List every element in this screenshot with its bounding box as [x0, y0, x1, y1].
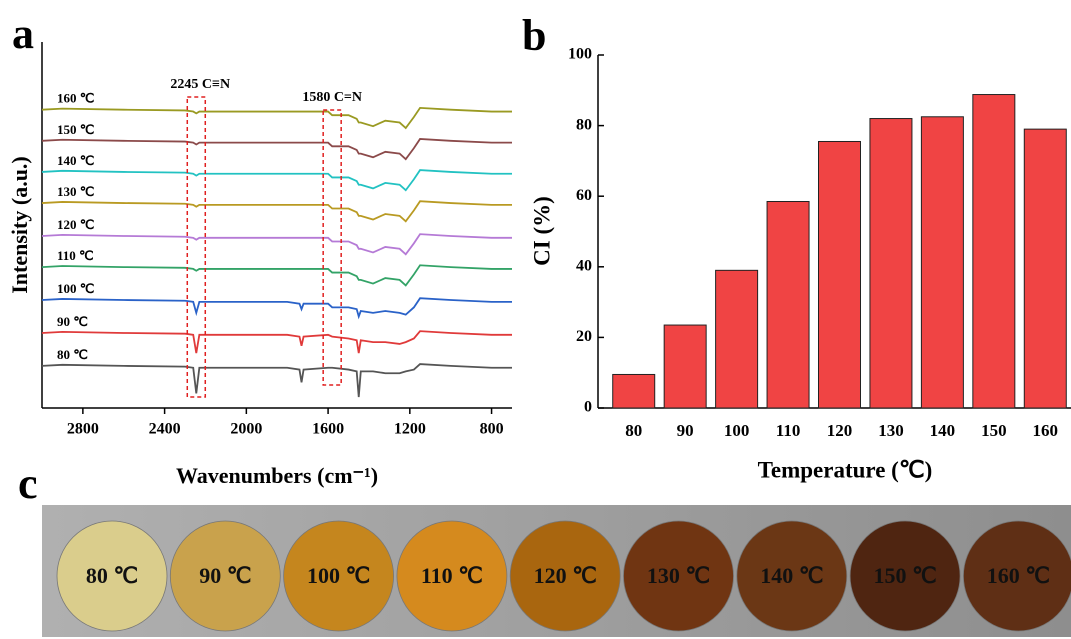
sample-label: 140 ℃	[760, 563, 823, 588]
bar	[766, 200, 810, 409]
series-label: 80 ℃	[57, 347, 88, 362]
sample-disc	[283, 520, 395, 632]
bar	[715, 269, 759, 409]
sample-label: 150 ℃	[873, 563, 936, 588]
spectrum-line	[41, 138, 512, 161]
spectrum-line	[41, 297, 512, 320]
spectrum-line	[41, 330, 512, 354]
annotation-label: 2245 C≡N	[170, 77, 230, 92]
sample-label: 90 ℃	[199, 563, 251, 588]
spectrum-line	[41, 363, 512, 398]
x-tick-label: 1200	[394, 421, 426, 438]
y-axis-label: Intensity (a.u.)	[7, 156, 32, 294]
sample-disc	[56, 520, 168, 632]
x-tick-label: 100	[724, 421, 750, 440]
sample-disc	[169, 520, 281, 632]
series-label: 130 ℃	[57, 184, 94, 199]
spectrum-line	[41, 200, 512, 223]
annotation-label: 1580 C=N	[302, 90, 362, 105]
sample-disc	[509, 520, 621, 632]
series-label: 140 ℃	[57, 153, 94, 168]
sample-label: 160 ℃	[987, 563, 1050, 588]
x-tick-label: 2800	[67, 421, 99, 438]
sample-disc	[623, 520, 734, 632]
sample-disc	[396, 520, 508, 632]
series-label: 160 ℃	[57, 91, 94, 106]
bar	[612, 373, 656, 409]
x-tick-label: 140	[930, 421, 956, 440]
x-tick-label: 150	[981, 421, 1007, 440]
sample-label: 120 ℃	[534, 563, 597, 588]
series-label: 120 ℃	[57, 217, 94, 232]
y-axis-label: CI (%)	[529, 196, 554, 266]
x-tick-label: 90	[677, 421, 694, 440]
spectrum-line	[41, 169, 512, 192]
x-tick-label: 2400	[149, 421, 181, 438]
panel-label: b	[522, 11, 546, 60]
spectrum-line	[41, 233, 512, 256]
series-label: 110 ℃	[57, 248, 94, 263]
x-tick-label: 80	[625, 421, 642, 440]
sample-label: 100 ℃	[307, 563, 370, 588]
y-tick-label: 100	[568, 46, 592, 63]
x-axis-label: Temperature (℃)	[758, 457, 933, 482]
x-tick-label: 1600	[312, 421, 344, 438]
sample-disc	[849, 520, 961, 632]
bar	[920, 116, 964, 409]
x-tick-label: 800	[480, 421, 504, 438]
sample-disc	[736, 520, 848, 632]
x-tick-label: 130	[878, 421, 904, 440]
y-tick-label: 80	[576, 116, 592, 133]
sample-label: 80 ℃	[86, 563, 138, 588]
series-label: 100 ℃	[57, 281, 94, 296]
bar	[972, 94, 1016, 409]
x-axis-label: Wavenumbers (cm⁻¹)	[176, 463, 378, 488]
spectrum-line	[41, 264, 512, 287]
bar	[869, 118, 913, 409]
y-tick-label: 60	[576, 187, 592, 204]
annotation-box	[322, 109, 342, 386]
bar	[663, 324, 707, 409]
y-tick-label: 40	[576, 257, 592, 274]
y-tick-label: 20	[576, 328, 592, 345]
sample-disc	[963, 520, 1071, 632]
panel-label: a	[12, 9, 34, 58]
sample-label: 110 ℃	[421, 563, 483, 588]
x-tick-label: 160	[1033, 421, 1059, 440]
series-label: 90 ℃	[57, 314, 88, 329]
y-tick-label: 0	[584, 399, 592, 416]
x-tick-label: 110	[776, 421, 801, 440]
panel-label: c	[18, 459, 38, 508]
annotation-box	[186, 96, 207, 398]
sample-label: 130 ℃	[647, 563, 710, 588]
bar	[818, 140, 861, 409]
spectrum-line	[41, 106, 512, 130]
bar	[1023, 128, 1067, 409]
x-tick-label: 2000	[230, 421, 262, 438]
series-label: 150 ℃	[57, 122, 94, 137]
x-tick-label: 120	[827, 421, 853, 440]
